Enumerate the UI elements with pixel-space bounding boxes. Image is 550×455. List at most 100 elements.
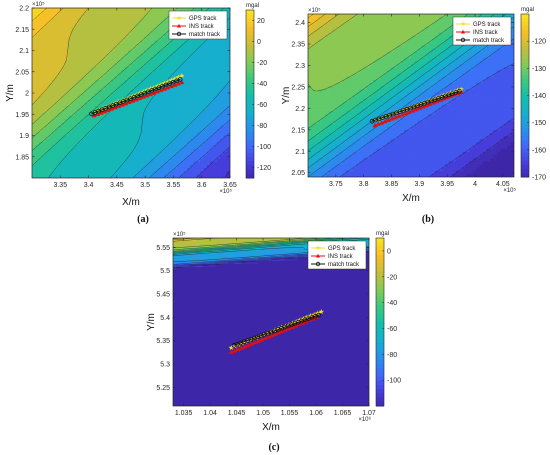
colorbar-segment	[246, 148, 254, 154]
legend-marker: ★	[315, 244, 321, 252]
y-axis-label: Y/m	[5, 84, 16, 102]
colorbar-tick-label: -170	[532, 175, 546, 182]
track-point	[410, 108, 416, 113]
x-axis-label: X/m	[262, 422, 280, 433]
colorbar-segment	[521, 83, 529, 88]
colorbar-segment	[246, 123, 254, 129]
track-point: ★	[109, 101, 115, 109]
colorbar-segment	[246, 43, 254, 49]
track-point	[232, 348, 238, 353]
contour-line	[173, 238, 353, 253]
legend-label: GPS track	[473, 22, 501, 28]
colorbar-segment	[521, 99, 529, 105]
colorbar-segment	[376, 305, 384, 310]
contour-line	[148, 105, 230, 178]
legend-label: match track	[328, 262, 360, 268]
y-tick-label: 2	[25, 91, 29, 98]
colorbar-tick-label: -20	[387, 274, 397, 281]
colorbar-segment	[521, 79, 529, 84]
colorbar-segment	[521, 18, 529, 23]
colorbar-segment	[376, 284, 384, 289]
colorbar-segment	[246, 18, 254, 24]
track-point	[151, 90, 157, 95]
colorbar-segment	[246, 10, 254, 15]
colorbar-segment	[246, 98, 254, 103]
x-tick-label: 3.95	[440, 181, 454, 188]
y-tick-label: 2.1	[19, 48, 29, 55]
colorbar-segment	[246, 136, 254, 141]
contour-line	[32, 8, 89, 106]
track-point	[406, 109, 412, 114]
contour-line	[32, 8, 195, 151]
x-tick-label: 3.45	[110, 182, 124, 189]
track-point	[389, 116, 395, 121]
colorbar-segment	[246, 73, 254, 78]
colorbar-segment	[521, 62, 529, 68]
legend-marker	[461, 29, 465, 34]
colorbar-segment	[246, 173, 254, 179]
track-point: ★	[235, 341, 241, 349]
colorbar-box	[245, 9, 255, 179]
track-point	[316, 312, 321, 318]
x-exponent: ×10⁶	[358, 416, 371, 423]
colorbar-segment	[521, 124, 529, 129]
colorbar-segment	[376, 334, 384, 340]
colorbar-segment	[246, 115, 254, 120]
colorbar-segment	[246, 85, 254, 91]
panel-caption: (b)	[422, 214, 434, 225]
colorbar-segment	[521, 148, 529, 154]
colorbar-tick-label: -100	[387, 378, 401, 385]
colorbar-segment	[376, 359, 384, 365]
colorbar-tick-label: -60	[257, 102, 267, 109]
colorbar-segment	[521, 164, 529, 170]
x-axis-label: X/m	[402, 193, 420, 204]
colorbar-segment	[246, 52, 254, 57]
track-point	[172, 82, 178, 87]
colorbar-segment	[246, 140, 254, 145]
colorbar-tick-label: -80	[387, 352, 397, 359]
track-point	[379, 120, 385, 125]
colorbar-segment	[521, 58, 529, 64]
y-tick-label: 2.2	[295, 106, 305, 113]
colorbar-segment	[376, 330, 384, 336]
contour-line	[173, 238, 221, 242]
colorbar-tick-label: -150	[532, 120, 546, 127]
track-point: ★	[430, 95, 436, 103]
colorbar-segment	[246, 39, 254, 45]
colorbar-segment	[376, 385, 384, 390]
colorbar-segment	[521, 119, 529, 125]
track-point	[255, 338, 261, 343]
colorbar-segment	[376, 364, 384, 369]
x-tick-label: 3.5	[140, 182, 150, 189]
colorbar-segment	[246, 31, 254, 36]
legend-label: GPS track	[189, 16, 217, 22]
colorbar-segment	[521, 26, 529, 31]
colorbar-segment	[376, 389, 384, 394]
y-tick-label: 1.95	[15, 112, 29, 119]
track-point	[144, 92, 150, 98]
colorbar-segment	[521, 87, 529, 92]
y-tick-label: 5.3	[160, 362, 170, 369]
axes-box	[172, 237, 370, 407]
colorbar-segment	[376, 317, 384, 323]
track-match-track	[89, 77, 183, 117]
colorbar-segment	[521, 42, 529, 48]
contour-line	[173, 238, 327, 251]
x-tick-label: 1.04	[203, 410, 217, 417]
contour-line	[173, 238, 367, 254]
x-tick-label: 3.85	[385, 181, 399, 188]
x-tick-label: 3.9	[414, 181, 424, 188]
panel-caption: (c)	[268, 442, 279, 453]
contour-line	[178, 132, 230, 178]
colorbar-segment	[521, 160, 529, 166]
colorbar-segment	[376, 401, 384, 407]
y-exponent: ×10⁵	[308, 7, 321, 14]
colorbar-segment	[246, 14, 254, 19]
colorbar-segment	[521, 14, 529, 19]
colorbar-segment	[521, 95, 529, 101]
colorbar-segment	[521, 50, 529, 56]
legend-label: INS track	[328, 254, 354, 260]
colorbar-segment	[521, 115, 529, 121]
track-point	[386, 117, 392, 122]
colorbar-box	[375, 237, 385, 407]
